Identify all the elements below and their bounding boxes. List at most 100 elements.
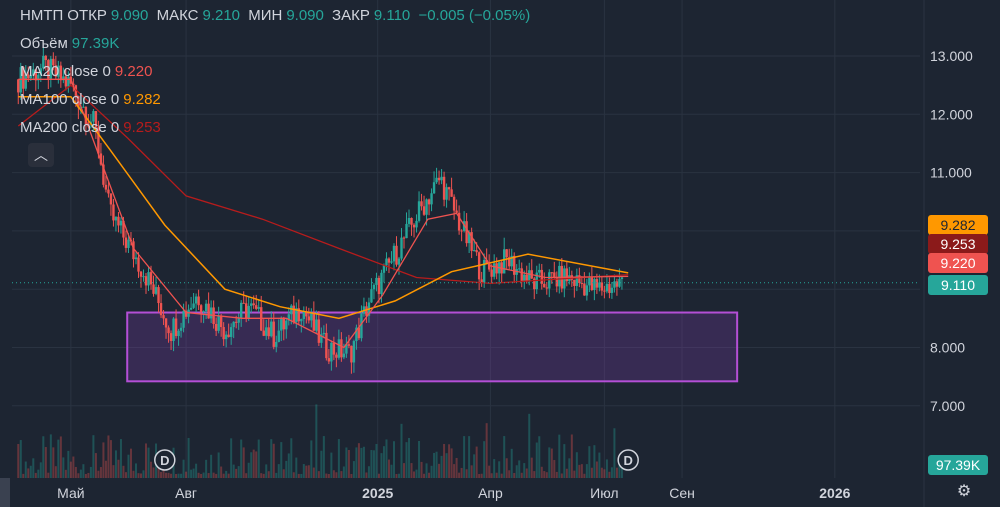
volume-legend[interactable]: Объём 97.39K (20, 35, 123, 52)
ma20-legend[interactable]: MA20 close 0 9.220 (20, 63, 156, 80)
candle-body (440, 176, 443, 181)
candle-body (460, 230, 463, 232)
volume-bar (242, 447, 245, 478)
candle-body (387, 258, 391, 263)
volume-bar (217, 452, 220, 478)
volume-bar (79, 469, 82, 478)
volume-bar (122, 465, 125, 478)
low-value: 9.090 (286, 7, 324, 24)
volume-bar (372, 450, 375, 478)
candle-body (315, 319, 318, 331)
volume-bar (550, 448, 553, 478)
volume-bar (480, 473, 483, 478)
candle-body (42, 55, 45, 69)
candle-body (169, 333, 173, 341)
candle-body (485, 259, 488, 264)
candle-body (565, 268, 569, 282)
x-tick-label: Июл (590, 485, 618, 501)
candle-body (204, 303, 208, 312)
volume-bar (330, 452, 333, 478)
volume-bar (77, 473, 80, 478)
candle-body (295, 308, 298, 323)
volume-bar (109, 440, 112, 478)
volume-bar (400, 423, 403, 478)
volume-bar (590, 467, 593, 478)
gear-icon[interactable]: ⚙ (956, 483, 972, 500)
candle-body (255, 305, 258, 309)
candle-body (52, 58, 55, 66)
candle-body (219, 315, 223, 328)
volume-bar (175, 473, 178, 478)
x-axis: Май Авг 2025 Апр Июл Сен 2026 (57, 485, 850, 501)
candle-body (470, 232, 473, 251)
candle-body (137, 257, 140, 272)
volume-bar (167, 472, 170, 478)
volume-bar (610, 467, 613, 478)
volume-bar (327, 473, 330, 478)
volume-bar (59, 436, 62, 478)
volume-bar (280, 442, 283, 478)
volume-bar (575, 452, 578, 478)
volume-bar (210, 454, 213, 478)
candle-body (330, 342, 333, 362)
volume-bar (397, 473, 400, 478)
ma100-label: MA100 close 0 (20, 91, 120, 108)
volume-bar (357, 443, 360, 478)
candle-body (345, 344, 348, 354)
volume-bar (237, 466, 240, 478)
volume-bar (119, 439, 122, 478)
candle-body (450, 189, 453, 197)
volume-bar (19, 440, 22, 478)
ma100-value: 9.282 (123, 91, 161, 108)
volume-bar (305, 465, 308, 478)
volume-bar (403, 463, 406, 478)
candle-body (22, 67, 25, 89)
volume-bar (490, 473, 493, 478)
candle-body (157, 287, 160, 304)
candle-body (327, 358, 331, 362)
candle-body (270, 321, 273, 337)
volume-bar (240, 439, 243, 478)
candle-body (518, 268, 521, 270)
volume-bar (440, 455, 443, 478)
volume-bar (62, 457, 65, 478)
candle-body (610, 287, 614, 293)
volume-bar (528, 413, 531, 478)
ma200-price-tag: 9.253 (928, 234, 988, 254)
volume-bar (465, 469, 468, 478)
volume-bar (425, 463, 428, 478)
volume-bar (185, 471, 188, 478)
candle-body (352, 341, 356, 363)
volume-bar (160, 471, 163, 478)
volume-bar (530, 457, 533, 478)
candle-body (142, 276, 145, 278)
volume-bar (227, 473, 230, 478)
volume-bar (382, 446, 385, 478)
ma200-legend[interactable]: MA200 close 0 9.253 (20, 119, 165, 136)
volume-bar (430, 465, 433, 478)
volume-bar (297, 473, 300, 478)
ma100-legend[interactable]: MA100 close 0 9.282 (20, 91, 165, 108)
volume-bar (69, 461, 72, 478)
high-value: 9.210 (202, 7, 241, 24)
candle-body (54, 65, 58, 77)
dividend-label: D (160, 453, 169, 468)
volume-bar (270, 439, 273, 478)
volume-bar (102, 442, 105, 478)
volume-bar (220, 466, 223, 478)
volume-bar (535, 442, 538, 478)
volume-bar (22, 473, 25, 478)
collapse-legend-button[interactable]: ︿ (28, 143, 54, 167)
volume-bar (593, 445, 596, 478)
volume-bar (520, 472, 523, 478)
candle-body (365, 306, 368, 316)
volume-bar (533, 471, 536, 478)
candle-body (543, 283, 546, 288)
candle-body (335, 354, 338, 358)
volume-bar (282, 469, 285, 478)
candle-body (312, 312, 316, 331)
volume-bar (342, 466, 345, 478)
